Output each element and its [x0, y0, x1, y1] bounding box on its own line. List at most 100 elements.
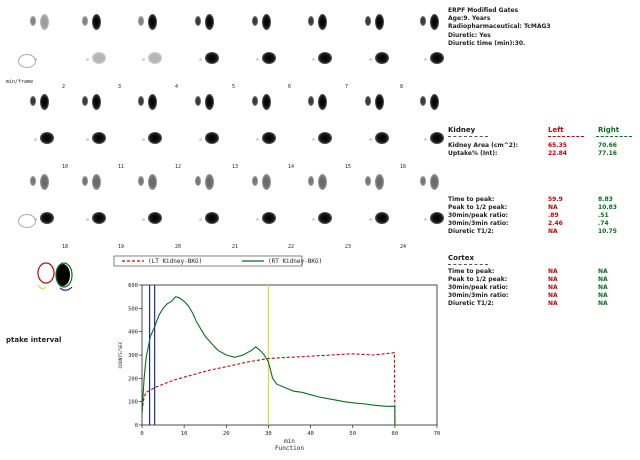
chart-series: [141, 296, 396, 426]
right-kidney-image: [92, 212, 106, 224]
right-kidney-image: [375, 132, 389, 144]
right-kidney-image: [318, 14, 327, 30]
left-kidney-image: [82, 176, 88, 186]
left-kidney-image: [420, 96, 426, 106]
renogram-chart: (LT Kidney-BKG) (RT Kidney-BKG) 0 10 20 30 40…: [112, 255, 447, 460]
right-kidney-image: [318, 132, 332, 144]
diuretic-time: Diuretic time (min):30.: [448, 39, 526, 47]
left-kidney-image: [138, 96, 144, 106]
scan-frame: [108, 8, 163, 48]
left-kidney-image: [365, 96, 371, 106]
right-kidney-image: [262, 212, 276, 224]
background-roi-left: [37, 284, 47, 290]
right-kidney-image: [430, 52, 444, 64]
right-kidney-image: [262, 52, 276, 64]
left-kidney-image: [142, 218, 145, 221]
frame-number: 13: [232, 164, 239, 170]
scan-frame: 13: [222, 128, 277, 170]
scan-frame: 7: [335, 48, 390, 90]
right-kidney-image: [205, 174, 214, 190]
left-kidney-image: [252, 96, 258, 106]
scan-frame: 11: [108, 128, 163, 170]
table-row-left-value: 65.35: [548, 142, 567, 149]
scan-frame: [52, 8, 107, 48]
right-kidney-image: [40, 132, 54, 144]
table-row-left-value: NA: [548, 204, 558, 211]
table-row-left-value: 2.46: [548, 220, 563, 227]
left-kidney-image: [424, 218, 427, 221]
scan-frame: 24: [390, 208, 445, 250]
right-kidney-image: [205, 14, 214, 30]
scan-frame: [222, 8, 277, 48]
right-kidney-image: [40, 212, 54, 224]
right-kidney-image: [92, 174, 101, 190]
series-line: [141, 296, 396, 425]
table-row-label: 30min/3min ratio:: [448, 220, 509, 227]
scan-frame: 5: [222, 48, 277, 90]
table-row-label: Uptake% (Int):: [448, 150, 498, 157]
frame-number: 12: [175, 164, 182, 170]
empty-frame-outline: [18, 214, 36, 228]
scan-frame: [165, 168, 220, 208]
renogram-chart-svg: (LT Kidney-BKG) (RT Kidney-BKG) 0 10 20 30 40…: [113, 255, 440, 452]
right-kidney-image: [148, 94, 157, 110]
right-kidney-image: [375, 14, 384, 30]
scan-frame: 20: [165, 208, 220, 250]
y-tick-label: 600: [128, 283, 138, 289]
right-kidney-image: [375, 174, 384, 190]
frame-number: 7: [345, 84, 349, 90]
x-tick-label: 10: [181, 431, 188, 437]
y-tick-label: 300: [128, 353, 138, 359]
scan-frame: [0, 88, 55, 128]
table-row-label: Time to peak:: [448, 268, 495, 275]
left-kidney-image: [252, 176, 258, 186]
scan-frame: [278, 88, 333, 128]
patient-age: Age:9. Years: [448, 15, 491, 23]
left-col-rule: [548, 136, 584, 137]
x-tick-label: 70: [434, 431, 441, 437]
left-kidney-image: [142, 138, 145, 141]
table-row-left-value: 59.9: [548, 196, 563, 203]
study-info: ERPF Modified Gates Age:9. Years Radioph…: [448, 7, 551, 48]
frame-number: 11: [118, 164, 125, 170]
right-kidney-image: [430, 132, 444, 144]
y-axis-label: COUNTS/SEC: [118, 341, 124, 368]
table-row-label: Peak to 1/2 peak:: [448, 204, 508, 211]
y-tick-label: 200: [128, 376, 138, 382]
right-kidney-image: [205, 94, 214, 110]
left-kidney-image: [199, 138, 202, 141]
scan-frame: 16: [390, 128, 445, 170]
table-row-right-value: NA: [598, 292, 608, 299]
scan-frame: 22: [278, 208, 333, 250]
right-kidney-image: [430, 94, 439, 110]
right-kidney-image: [318, 174, 327, 190]
frame-number: 6: [288, 84, 292, 90]
frame-number: 2: [62, 84, 66, 90]
right-kidney-image: [92, 52, 106, 64]
left-kidney-image: [308, 16, 314, 26]
y-tick-label: 400: [128, 330, 138, 336]
left-kidney-image: [199, 58, 202, 61]
right-kidney-activity: [56, 264, 70, 286]
table-row-right-value: .51: [598, 212, 609, 219]
left-kidney-image: [365, 176, 371, 186]
table-row-label: Time to peak:: [448, 196, 495, 203]
x-tick-label: 30: [265, 431, 272, 437]
table-row-right-value: 70.66: [598, 142, 617, 149]
right-kidney-image: [430, 174, 439, 190]
x-tick-label: 50: [349, 431, 356, 437]
scan-frame: [165, 8, 220, 48]
kidney-heading: Kidney: [448, 126, 476, 134]
left-kidney-image: [82, 16, 88, 26]
chart-axes: 0 10 20 30 40 50 60 70 0 100 200 300 400 500 600 minFun…: [118, 283, 440, 452]
table-row-label: Diuretic T1/2:: [448, 228, 494, 235]
left-kidney-image: [82, 96, 88, 106]
scan-frame: [335, 88, 390, 128]
series-line: [141, 352, 396, 426]
right-kidney-image: [40, 14, 49, 30]
x-tick-label: 40: [307, 431, 314, 437]
table-row-right-value: 10.83: [598, 204, 617, 211]
uptake-interval-label: ptake interval: [6, 336, 62, 344]
left-kidney-image: [138, 176, 144, 186]
frame-number: 23: [345, 244, 352, 250]
